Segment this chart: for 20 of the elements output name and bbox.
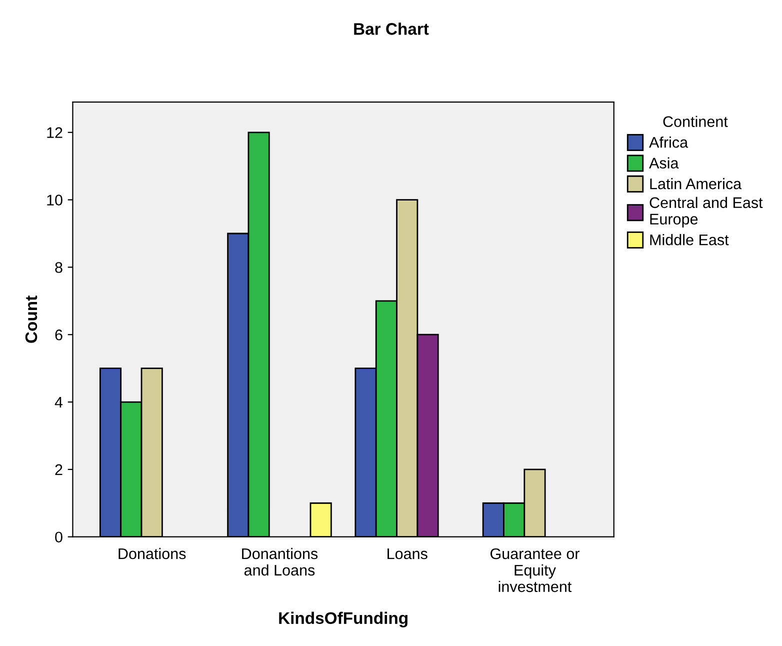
legend-label: Africa bbox=[649, 136, 688, 148]
x-tick-label: Donations bbox=[118, 548, 186, 560]
x-tick-label: Donantions and Loans bbox=[242, 548, 318, 576]
y-tick-label: 2 bbox=[55, 464, 62, 475]
legend-label: Middle East bbox=[650, 234, 729, 246]
x-tick-label: Loans bbox=[388, 548, 428, 560]
y-tick-label: 8 bbox=[55, 262, 62, 273]
chart-title: Bar Chart bbox=[354, 22, 429, 35]
y-axis-title: Count bbox=[25, 296, 38, 343]
y-tick-label: 12 bbox=[47, 127, 62, 138]
legend-label: Asia bbox=[649, 157, 679, 169]
y-tick-label: 6 bbox=[55, 329, 62, 340]
legend-title: Continent bbox=[663, 116, 728, 128]
y-tick-label: 10 bbox=[47, 194, 62, 206]
y-tick-label: 0 bbox=[55, 532, 62, 543]
x-tick-label: Guarantee or Equity investment bbox=[490, 548, 580, 592]
y-tick-label: 4 bbox=[54, 397, 63, 408]
legend-label: Latin America bbox=[650, 178, 742, 190]
x-axis-title: KindsOfFunding bbox=[279, 612, 408, 628]
legend-label: Central and East Europe bbox=[650, 196, 763, 228]
